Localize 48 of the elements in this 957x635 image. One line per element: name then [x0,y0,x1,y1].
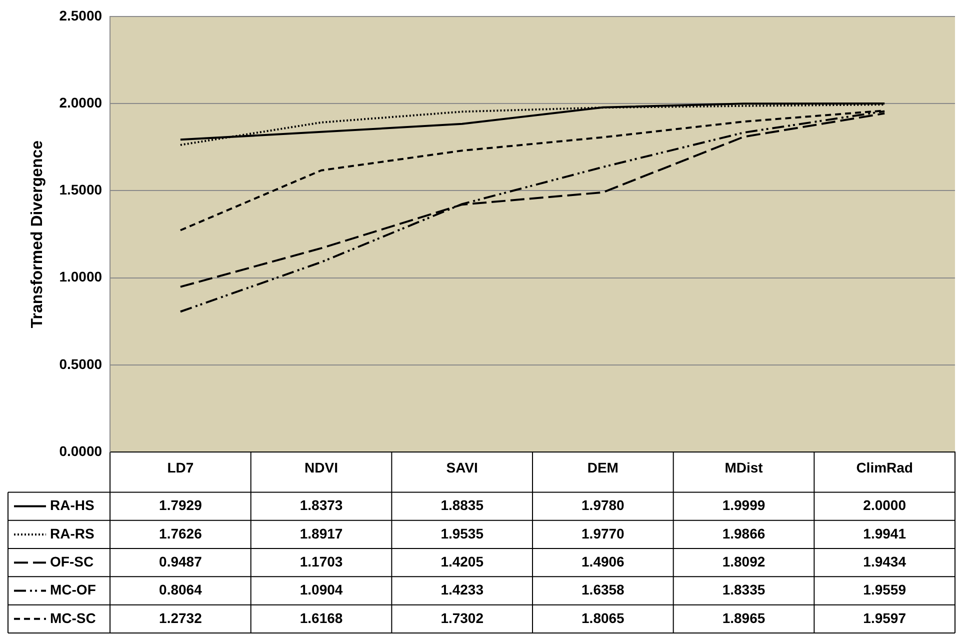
data-label: 1.9999 [722,497,766,514]
data-label: 0.9487 [159,553,202,570]
x-tick-label: NDVI [304,459,338,476]
data-label: 1.7929 [159,497,202,514]
data-label: 1.9780 [582,497,625,514]
y-tick-label: 2.5000 [59,7,102,24]
legend-label: MC-SC [50,610,96,626]
legend-label: MC-OF [50,582,96,598]
data-label: 1.4906 [582,553,625,570]
data-label: 1.0904 [300,582,343,598]
y-tick-label: 0.5000 [59,356,102,372]
data-label: 1.7302 [440,610,484,626]
data-label: 1.8835 [440,497,484,514]
x-tick-label: ClimRad [856,459,913,476]
y-tick-label: 1.5000 [59,182,102,198]
data-label: 1.8965 [722,610,766,626]
data-label: 1.9597 [863,610,906,626]
data-label: 1.9535 [440,525,484,542]
y-axis-title: Transformed Divergence [29,140,46,328]
data-label: 1.9770 [582,525,625,542]
y-tick-label: 0.0000 [59,443,102,460]
data-label: 1.6358 [582,582,625,598]
data-label: 1.8335 [722,582,766,598]
data-label: 1.4205 [440,553,484,570]
x-tick-label: LD7 [167,459,194,476]
data-label: 1.8065 [582,610,625,626]
data-label: 0.8064 [159,582,202,598]
legend-label: OF-SC [50,553,94,570]
data-label: 1.2732 [159,610,202,626]
data-label: 1.9941 [863,525,906,542]
data-label: 1.9866 [722,525,766,542]
data-label: 1.6168 [300,610,343,626]
data-label: 1.8092 [722,553,766,570]
legend-label: RA-HS [50,497,94,514]
data-label: 1.4233 [440,582,484,598]
x-tick-label: SAVI [446,459,478,476]
data-label: 2.0000 [863,497,906,514]
data-label: 1.8917 [300,525,343,542]
data-label: 1.7626 [159,525,202,542]
x-tick-label: DEM [587,459,618,476]
data-label: 1.9434 [863,553,906,570]
data-label: 1.9559 [863,582,906,598]
x-tick-label: MDist [724,459,764,476]
legend-label: RA-RS [50,525,94,542]
y-tick-label: 1.0000 [59,268,102,285]
data-label: 1.1703 [300,553,343,570]
y-tick-label: 2.0000 [59,94,102,110]
data-label: 1.8373 [300,497,343,514]
